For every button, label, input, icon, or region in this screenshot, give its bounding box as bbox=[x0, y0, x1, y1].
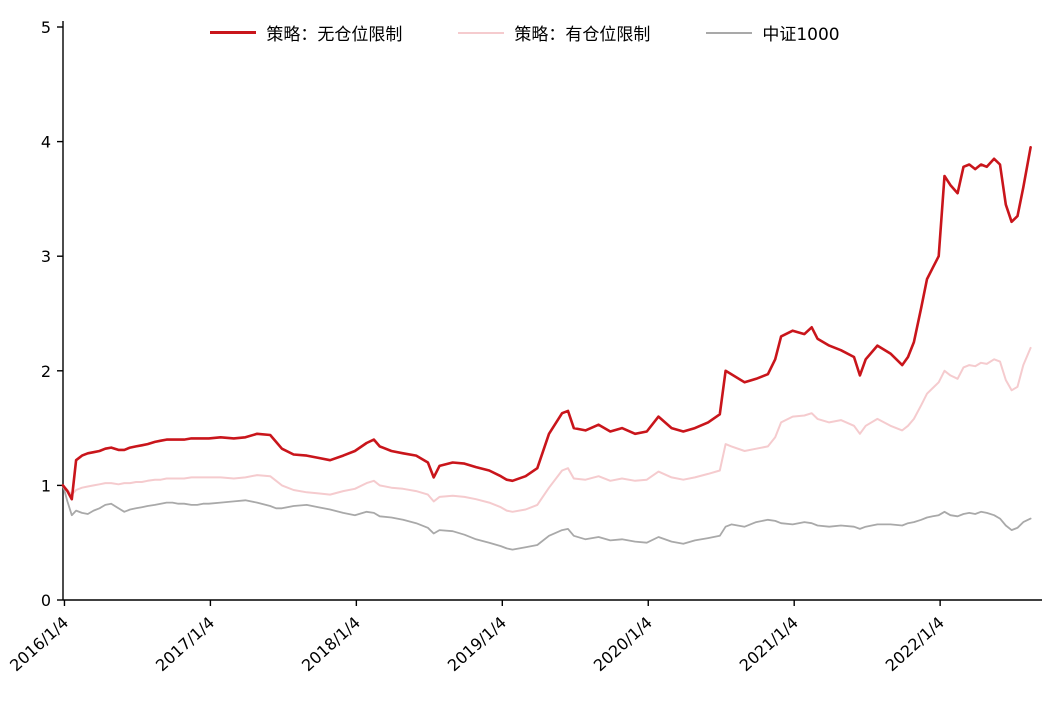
svg-text:5: 5 bbox=[41, 18, 51, 37]
svg-text:2018/1/4: 2018/1/4 bbox=[298, 613, 364, 675]
svg-text:2: 2 bbox=[41, 362, 51, 381]
svg-text:1: 1 bbox=[41, 476, 51, 495]
svg-text:4: 4 bbox=[41, 133, 51, 152]
svg-text:0: 0 bbox=[41, 591, 51, 610]
svg-text:2017/1/4: 2017/1/4 bbox=[152, 613, 218, 675]
svg-text:2020/1/4: 2020/1/4 bbox=[590, 613, 656, 675]
svg-text:2022/1/4: 2022/1/4 bbox=[882, 613, 948, 675]
svg-text:2016/1/4: 2016/1/4 bbox=[6, 613, 72, 675]
svg-text:2019/1/4: 2019/1/4 bbox=[444, 613, 510, 675]
svg-text:3: 3 bbox=[41, 247, 51, 266]
svg-text:2021/1/4: 2021/1/4 bbox=[736, 613, 802, 675]
